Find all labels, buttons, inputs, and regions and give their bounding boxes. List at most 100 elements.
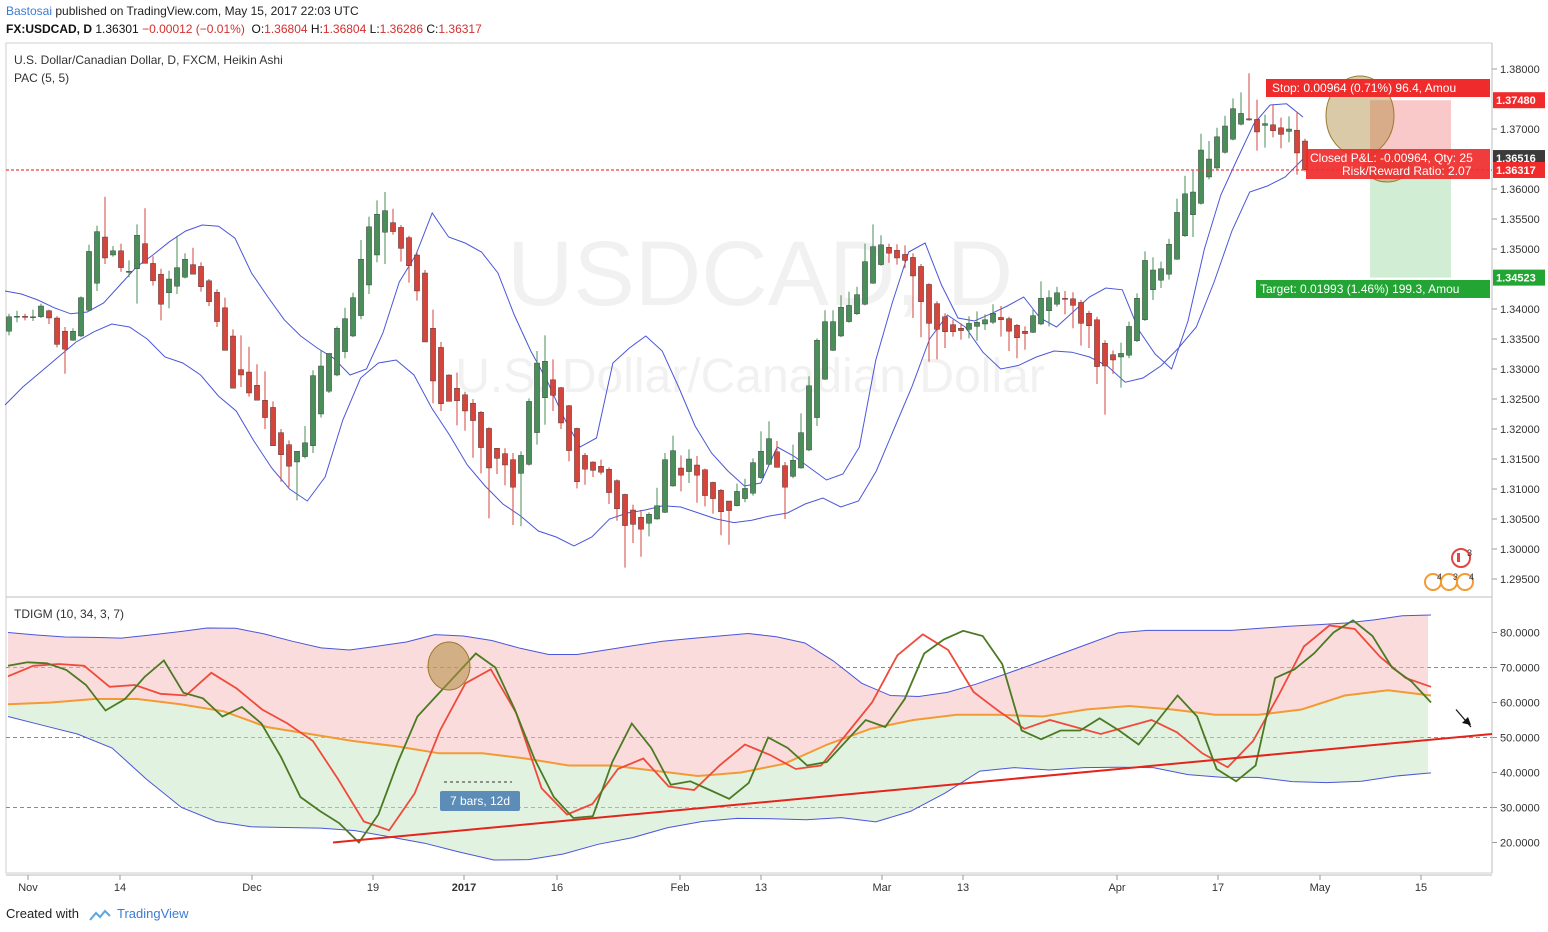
candle-up	[30, 316, 36, 318]
candle-up	[1190, 191, 1196, 215]
candle-up	[70, 331, 76, 341]
tdi-upper-band	[7, 614, 1432, 698]
tdi-legend[interactable]: TDIGM (10, 34, 3, 7)	[14, 607, 125, 621]
candle-up	[686, 458, 692, 472]
stop-label-bg	[1266, 79, 1490, 97]
price-tick-label: 1.35500	[1500, 214, 1540, 226]
candle-down	[462, 394, 468, 412]
candle-up	[342, 318, 348, 352]
candle-down	[286, 444, 292, 467]
candle-down	[1078, 302, 1084, 324]
pac-lower-line	[4, 158, 1304, 547]
price-chart[interactable]: USDCAD, D U.S. Dollar/Canadian Dollar 1.…	[0, 0, 1548, 900]
candle-up	[94, 231, 100, 284]
candle-up	[526, 401, 532, 465]
candle-up	[1262, 123, 1268, 126]
candle-down	[390, 222, 396, 232]
candle-up	[806, 385, 812, 451]
target-price-tag: 1.34523	[1496, 273, 1536, 285]
price-tick-label: 1.30000	[1500, 544, 1540, 556]
candle-up	[310, 375, 316, 447]
time-axis: Nov 14 Dec 19 2017 16 Feb 13 Mar 13 Apr 17 May 15	[6, 874, 1492, 894]
candle-up	[1222, 125, 1228, 153]
candle-down	[422, 272, 428, 343]
candles	[6, 73, 1308, 568]
event-count: 4	[1437, 572, 1442, 582]
candle-up	[350, 297, 356, 337]
candle-down	[118, 250, 124, 268]
candle-up	[766, 438, 772, 465]
time-tick-label: Feb	[671, 882, 690, 894]
time-tick-label: 14	[114, 882, 126, 894]
candle-up	[174, 267, 180, 287]
annotations: 7 bars, 12d Stop: 0.00964 (0.71%) 96.4, A…	[332, 75, 1493, 844]
candle-up	[982, 319, 988, 325]
candle-down	[278, 432, 284, 456]
candle-down	[614, 480, 620, 510]
candle-down	[142, 243, 148, 264]
candle-down	[198, 266, 204, 287]
tdi-tick-label: 50.0000	[1500, 733, 1540, 745]
target-label-bg	[1256, 280, 1490, 298]
candle-down	[638, 517, 644, 530]
candle-up	[870, 246, 876, 284]
candle-up	[1238, 113, 1244, 125]
time-tick-label: 13	[957, 882, 969, 894]
candle-up	[318, 365, 324, 415]
tdi-rsi-line	[7, 619, 1432, 844]
candle-down	[238, 369, 244, 376]
measure-label: 7 bars, 12d	[450, 794, 510, 808]
author-link[interactable]: Bastosai	[6, 4, 53, 18]
close-label: C:	[426, 22, 439, 36]
candle-down	[470, 403, 476, 421]
candle-down	[918, 266, 924, 302]
candle-up	[534, 362, 540, 433]
candle-down	[406, 237, 412, 267]
candle-down	[558, 387, 564, 424]
candle-down	[958, 328, 964, 331]
candle-up	[862, 261, 868, 305]
candle-up	[78, 297, 84, 337]
high-label: H:	[310, 22, 323, 36]
highlight-circle	[427, 641, 471, 691]
candle-up	[294, 451, 300, 463]
candle-up	[646, 514, 652, 524]
candle-up	[134, 234, 140, 269]
last-price-tag-bg	[1493, 161, 1545, 178]
candle-down	[214, 292, 220, 322]
price-tick-label: 1.32500	[1500, 394, 1540, 406]
candle-up	[1142, 260, 1148, 320]
price-tick-label: 1.33000	[1500, 364, 1540, 376]
candle-down	[254, 385, 260, 401]
candle-down	[582, 455, 588, 470]
candle-up	[1214, 136, 1220, 169]
tdi-indicator	[7, 614, 1432, 861]
time-tick-label: 2017	[452, 882, 476, 894]
candle-down	[886, 246, 892, 254]
low-label: L:	[369, 22, 380, 36]
candle-down	[934, 303, 940, 330]
candle-down	[102, 236, 108, 259]
high-value: 1.36804	[322, 22, 367, 36]
price-tick-label: 1.37000	[1500, 124, 1540, 136]
candle-down	[230, 335, 236, 389]
symbol-label: FX:USDCAD, D	[6, 22, 92, 36]
quote-line: FX:USDCAD, D 1.36301 −0.00012 (−0.01%) O…	[6, 22, 482, 36]
candle-up	[302, 442, 308, 457]
time-tick-label: 13	[755, 882, 767, 894]
candle-up	[974, 322, 980, 327]
tradingview-link[interactable]: TradingView	[116, 906, 189, 921]
candle-up	[358, 259, 364, 316]
tdi-lower-band	[7, 716, 1432, 861]
candle-down	[398, 227, 404, 249]
price-change: −0.00012 (−0.01%)	[142, 22, 245, 36]
pac-legend[interactable]: PAC (5, 5)	[14, 71, 70, 85]
candle-down	[1022, 331, 1028, 334]
candle-down	[550, 379, 556, 396]
candle-up	[382, 210, 388, 233]
event-count: 3	[1453, 572, 1458, 582]
tdi-signal-line	[7, 624, 1432, 832]
candle-down	[1070, 298, 1076, 306]
candle-down	[1006, 318, 1012, 332]
candle-up	[86, 251, 92, 311]
